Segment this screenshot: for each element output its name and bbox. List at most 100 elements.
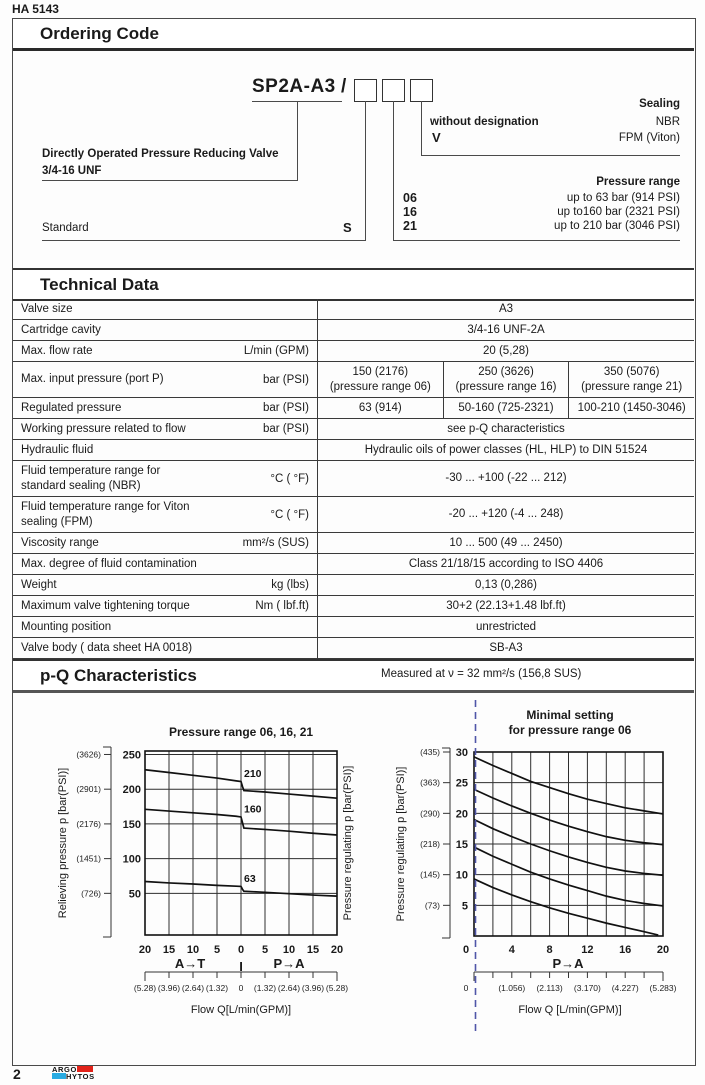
section-title: Ordering Code [40,24,160,43]
row-label: Max. flow rate [21,344,93,357]
table-row: Valve size A3 [13,299,694,320]
row-value: 3/4-16 UNF-2A [467,323,545,336]
row-unit: mm²/s (SUS) [242,537,309,549]
pressure-code-21: 21 [403,219,417,233]
plot-border [144,750,338,936]
gpm-tick-label: 0 [239,983,244,993]
row-label: Hydraulic fluid [21,443,94,456]
y-tick-label: 20 [456,808,468,820]
x-tick-label: 15 [163,944,175,956]
curve-160 [144,808,338,836]
row-label: Fluid temperature range for Viton sealin… [21,501,190,528]
chart2-dynamic: (73) 5 (145) 10 (218) 15 (290) 20 (363) 25 (435) 30… [420,700,677,1032]
logo-text-argo: ARGO [52,1065,77,1074]
row-value: 0,13 (0,286) [474,578,537,591]
chart1-direction-left: A→T [175,956,205,971]
pressure-value-21: up to 210 bar (3046 PSI) [554,220,680,232]
row-unit: L/min (GPM) [243,345,309,357]
row-value-col1: 63 (914) [358,401,402,414]
gpm-tick-label: (3.96) [158,983,180,993]
chart2-xlabel: Flow Q [L/min(GPM)] [518,1004,621,1016]
y-tick-label: 5 [462,900,468,912]
psi-tick-label: (2901) [76,784,101,794]
x-tick-label: 10 [187,944,199,956]
gpm-tick-label: (2.113) [536,983,562,993]
curve-2 [473,788,664,846]
y-tick-label: 50 [129,888,141,900]
pressure-range-heading: Pressure range [596,176,680,188]
row-value: 30+2 (22.13+1.48 lbf.ft) [446,599,566,612]
value-line: 250 (3626) [478,365,534,378]
x-tick-label: 8 [547,944,553,956]
row-unit: °C ( °F) [270,472,309,485]
table-row: Viscosity range mm²/s (SUS) 10 ... 500 (4… [13,533,694,554]
page-number: 2 [13,1066,21,1082]
connector-line [42,180,298,181]
psi-tick-label: (1451) [76,854,101,864]
x-tick-label: 10 [283,944,295,956]
chart1-direction-divider: I [239,959,243,974]
doc-number: HA 5143 [12,2,59,16]
row-unit: bar (PSI) [262,402,309,414]
row-label: Valve size [21,302,73,315]
x-tick-label: 16 [619,944,631,956]
row-value: 10 ... 500 (49 ... 2450) [449,536,563,549]
psi-tick-label: (218) [420,839,440,849]
gpm-tick-label: (1.056) [498,983,525,993]
pressure-code-06: 06 [403,191,417,205]
y-tick-label: 150 [123,819,141,831]
ordering-code-text: SP2A-A3 [252,76,336,97]
table-row: Working pressure related to flow bar (PSI… [13,419,694,440]
y-tick-label: 15 [456,839,468,851]
value-line: (pressure range 06) [329,380,431,393]
x-tick-label: 5 [214,944,220,956]
connector-line [421,155,680,156]
x-tick-label: 15 [307,944,319,956]
x-tick-label: 0 [238,944,244,956]
pressure-value-06: up to 63 bar (914 PSI) [566,192,680,204]
row-unit: °C ( °F) [270,508,309,521]
row-value-col3: 350 (5076) (pressure range 21) [568,362,694,397]
row-label: Valve body ( data sheet HA 0018) [21,641,193,654]
row-label: Working pressure related to flow [21,422,186,435]
technical-data-table: Valve size A3 Cartridge cavity 3/4-16 UN… [13,299,694,659]
connector-line [297,101,298,181]
pressure-code-16: 16 [403,205,417,219]
chart1-title: Pressure range 06, 16, 21 [169,725,313,739]
gpm-tick-label: (4.227) [612,983,639,993]
table-row: Hydraulic fluid Hydraulic oils of power … [13,440,694,461]
x-tick-label: 20 [331,944,343,956]
gpm-tick-label: (3.170) [574,983,601,993]
sealing-value-fpm: FPM (Viton) [618,132,680,144]
argo-hytos-logo: ARGO HYTOS [52,1066,95,1080]
valve-description-line2: 3/4-16 UNF [42,165,102,177]
y-tick-label: 10 [456,870,468,882]
table-row: Max. flow rate L/min (GPM) 20 (5,28) [13,341,694,362]
gpm-tick-label: (2.64) [278,983,300,993]
row-value: -30 ... +100 (-22 ... 212) [445,472,567,485]
row-label: Mounting position [21,620,112,633]
psi-tick-label: (73) [425,900,440,910]
chart1-ylabel-left: Relieving pressure p [bar(PSI)] [57,768,69,918]
gpm-tick-label: (5.283) [650,983,677,993]
curve-210 [144,768,338,800]
page-frame [12,18,696,1066]
row-value-col2: 250 (3626) (pressure range 16) [442,362,569,397]
ordering-code-box-3 [410,79,433,102]
standard-code: S [343,220,352,235]
section-title: Technical Data [40,275,159,294]
psi-tick-label: (726) [81,888,101,898]
curve-label: 160 [244,803,262,815]
table-row: Fluid temperature range for standard sea… [13,461,694,497]
row-value: Class 21/18/15 according to ISO 4406 [408,557,604,570]
gpm-tick-label: (1.32) [206,983,228,993]
psi-tick-label: (363) [420,778,440,788]
row-label: Fluid temperature range for standard sea… [21,465,161,492]
valve-description-line1: Directly Operated Pressure Reducing Valv… [42,148,279,160]
x-tick-label: 20 [657,944,669,956]
row-value-col3: 100-210 (1450-3046) [568,398,694,418]
section-title: p-Q Characteristics [40,666,197,685]
connector-line [365,101,366,241]
value-line: 150 (2176) [352,365,409,378]
sealing-code-v: V [432,130,441,145]
